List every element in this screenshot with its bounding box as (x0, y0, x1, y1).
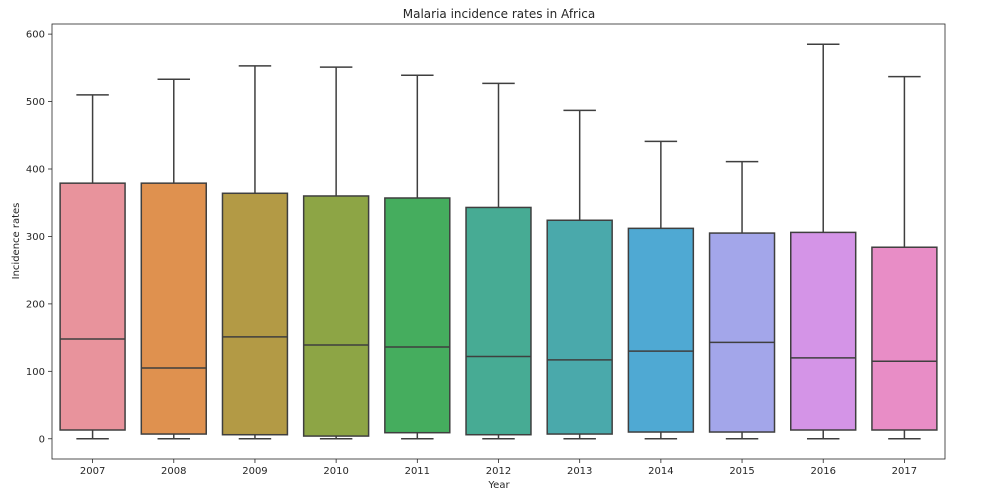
box-2012 (465, 82, 532, 440)
x-tick-label: 2015 (729, 466, 754, 477)
chart-title: Malaria incidence rates in Africa (403, 7, 596, 21)
box-iqr (59, 182, 126, 431)
box-2011 (384, 74, 451, 440)
box-iqr (302, 195, 370, 437)
x-tick-label: 2011 (405, 466, 430, 477)
y-tick-label: 200 (26, 299, 45, 310)
x-tick-label: 2012 (486, 466, 511, 477)
plot-area (59, 43, 938, 440)
box-2014 (627, 140, 695, 440)
box-iqr (465, 206, 532, 436)
box-2009 (221, 65, 289, 440)
y-tick-label: 600 (26, 30, 45, 41)
x-tick-label: 2016 (811, 466, 836, 477)
box-2015 (708, 160, 776, 440)
x-tick-label: 2009 (242, 466, 267, 477)
box-2010 (302, 66, 370, 440)
box-iqr (627, 227, 695, 433)
box-2007 (59, 94, 126, 440)
box-iqr (384, 197, 451, 434)
x-tick-label: 2007 (80, 466, 105, 477)
y-tick-label: 300 (26, 232, 45, 243)
box-2013 (546, 109, 613, 440)
x-tick-label: 2017 (892, 466, 917, 477)
box-iqr (140, 182, 207, 435)
box-2017 (871, 75, 938, 440)
x-tick-label: 2008 (161, 466, 186, 477)
y-axis-label: Incidence rates (11, 203, 22, 280)
y-tick-label: 500 (26, 97, 45, 108)
x-tick-label: 2014 (648, 466, 673, 477)
x-axis-label: Year (487, 480, 510, 491)
box-iqr (871, 246, 938, 431)
y-axis: 0 100 200 300 400 500 600 (26, 30, 52, 445)
box-iqr (221, 192, 289, 436)
box-2016 (790, 43, 857, 440)
box-iqr (546, 219, 613, 435)
x-axis: 2007 2008 2009 2010 2011 2012 2013 2014 2015 2016… (80, 459, 917, 477)
y-tick-label: 400 (26, 165, 45, 176)
box-2008 (140, 78, 207, 440)
y-tick-label: 0 (39, 434, 45, 445)
x-tick-label: 2010 (323, 466, 348, 477)
x-tick-label: 2013 (567, 466, 592, 477)
box-iqr (790, 231, 857, 431)
y-tick-label: 100 (26, 367, 45, 378)
box-iqr (708, 232, 776, 433)
